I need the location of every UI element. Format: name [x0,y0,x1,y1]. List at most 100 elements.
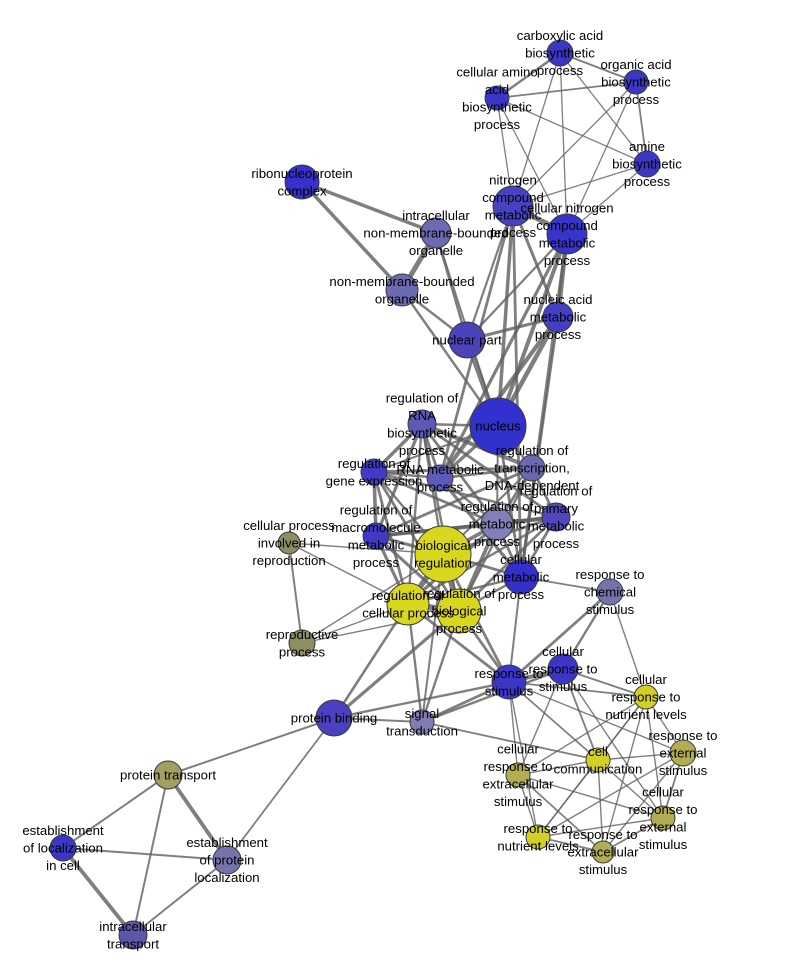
node-estloc[interactable] [49,834,77,862]
edge-regbio-protbind [332,609,461,720]
node-regrna[interactable] [407,409,437,439]
edge-carboxylic-amine [559,52,648,165]
node-intranmb[interactable] [420,217,452,249]
edge-regprimary-regmacro [374,515,558,538]
node-reschem[interactable] [596,578,624,606]
node-cellcomm[interactable] [585,747,611,773]
edge-nitrogen-nuclearpart [465,204,515,342]
node-nuclearpart[interactable] [448,321,486,359]
edge-cellresext-resnut [537,817,664,838]
node-intratrans[interactable] [118,920,148,950]
edge-layer [61,51,684,937]
edge-organic-nitrogen [512,81,637,207]
node-resext[interactable] [669,739,697,767]
edge-regcell-protbind [332,602,410,720]
edge-resext-resextra [602,752,684,853]
edge-cellresextra-cellresext [517,774,664,819]
node-estprotloc[interactable] [212,845,242,875]
edge-regbio-reprod [301,610,460,644]
node-cellresnut[interactable] [633,684,659,710]
node-cellamino[interactable] [484,85,510,111]
edge-regtrans-reggene [372,466,534,474]
edge-resstim-resnut [508,681,539,838]
node-protbind[interactable] [315,699,353,737]
node-organic[interactable] [623,69,649,95]
edge-carboxylic-nitrogen [512,52,561,207]
node-cellresstim[interactable] [547,653,579,685]
edge-organic-cellnitrogen [566,81,637,235]
edge-reschem-resstim [507,590,612,684]
edge-reggene-regmet [372,470,499,526]
node-signal[interactable] [409,709,435,735]
edge-cellresnut-cellresext [645,696,664,819]
edge-organic-amine [635,81,648,165]
edge-protbind-estprotloc [226,717,335,861]
edge-reggene-regcell [372,470,410,606]
node-reggene[interactable] [360,458,388,486]
node-rnamet[interactable] [426,464,454,492]
node-nmb[interactable] [385,273,419,307]
edge-resext-resnut [537,752,684,838]
node-cellprocrep[interactable] [277,531,301,555]
node-cellresextra[interactable] [505,762,531,788]
node-cellresext[interactable] [650,805,676,831]
node-resextra[interactable] [591,840,615,864]
node-ribo[interactable] [284,164,320,200]
node-cellnitrogen[interactable] [546,213,588,255]
edge-cellresstim-cellresextra [517,668,564,776]
node-layer [49,39,697,950]
edge-regcell-cellprocrep [288,542,409,605]
edge-cellamino-cellnitrogen [496,97,568,235]
edge-estloc-estprotloc [62,847,228,861]
edge-regprimary-regbio [457,515,558,613]
edge-regrna-regmet [420,422,499,526]
node-regbio[interactable] [436,588,482,634]
edge-prottrans-estprotloc [166,773,229,862]
node-nucleus[interactable] [469,397,527,455]
edge-cellmet-resstim [508,576,522,683]
edge-cellresnut-cellresextra [517,696,647,776]
node-cellmet[interactable] [503,559,539,595]
edge-ribo-nmb [300,180,404,292]
edge-carboxylic-organic [559,52,637,83]
node-regmacro[interactable] [362,522,390,550]
node-resnut[interactable] [525,824,551,850]
edge-cellresstim-cellresext [562,668,664,819]
node-carboxylic[interactable] [546,39,574,67]
edge-estloc-intratrans [61,846,135,937]
edge-cellnitrogen-rnamet [438,232,569,480]
edge-cellcomm-resnut [537,759,599,838]
edge-reschem-cellresnut [609,591,647,698]
edge-resstim-protbind [332,680,511,720]
node-nitrogen[interactable] [492,185,534,227]
node-resstim[interactable] [491,664,527,700]
node-amine[interactable] [633,150,661,178]
edge-estprotloc-intratrans [132,859,228,936]
edge-cellcomm-cellresextra [517,759,599,776]
edge-cellnitrogen-nuclearpart [465,232,569,342]
node-regprimary[interactable] [541,502,571,532]
edge-carboxylic-cellnitrogen [559,52,568,235]
node-regmet[interactable] [480,507,514,541]
node-nucleicacid[interactable] [542,301,574,333]
node-biolreg[interactable] [414,525,472,583]
edge-regrna-regtrans [420,422,534,470]
edge-regtrans-regmacro [374,466,534,538]
edge-protbind-prottrans [167,717,335,776]
edge-regrna-regmacro [374,422,424,538]
edge-cellcomm-resextra [597,759,604,853]
edge-cellresextra-resextra [517,774,604,853]
node-prottrans[interactable] [153,760,183,790]
node-reprod[interactable] [288,629,316,657]
edge-cellcomm-signal [421,721,599,761]
edge-resext-cellcomm [597,752,684,761]
edge-prottrans-estloc [62,774,169,849]
edge-regtrans-rnamet [438,466,534,480]
node-regcell[interactable] [386,582,430,626]
edge-cellresnut-resextra [602,696,647,853]
edge-ribo-intranmb [300,180,438,235]
edge-resstim-cellcomm [508,681,599,761]
node-regtrans[interactable] [518,454,546,482]
